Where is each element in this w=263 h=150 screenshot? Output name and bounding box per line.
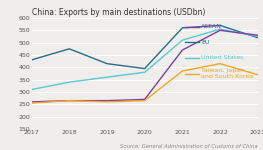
Text: China: Exports by main destinations (USDbn): China: Exports by main destinations (USD… <box>32 8 205 17</box>
Text: EU: EU <box>201 40 210 45</box>
Text: Taiwan, Japan
and South Korea: Taiwan, Japan and South Korea <box>201 68 253 79</box>
Text: United States: United States <box>201 56 244 60</box>
Text: ASEAN: ASEAN <box>201 24 222 29</box>
Text: Source: General Administration of Customs of China: Source: General Administration of Custom… <box>120 144 258 148</box>
